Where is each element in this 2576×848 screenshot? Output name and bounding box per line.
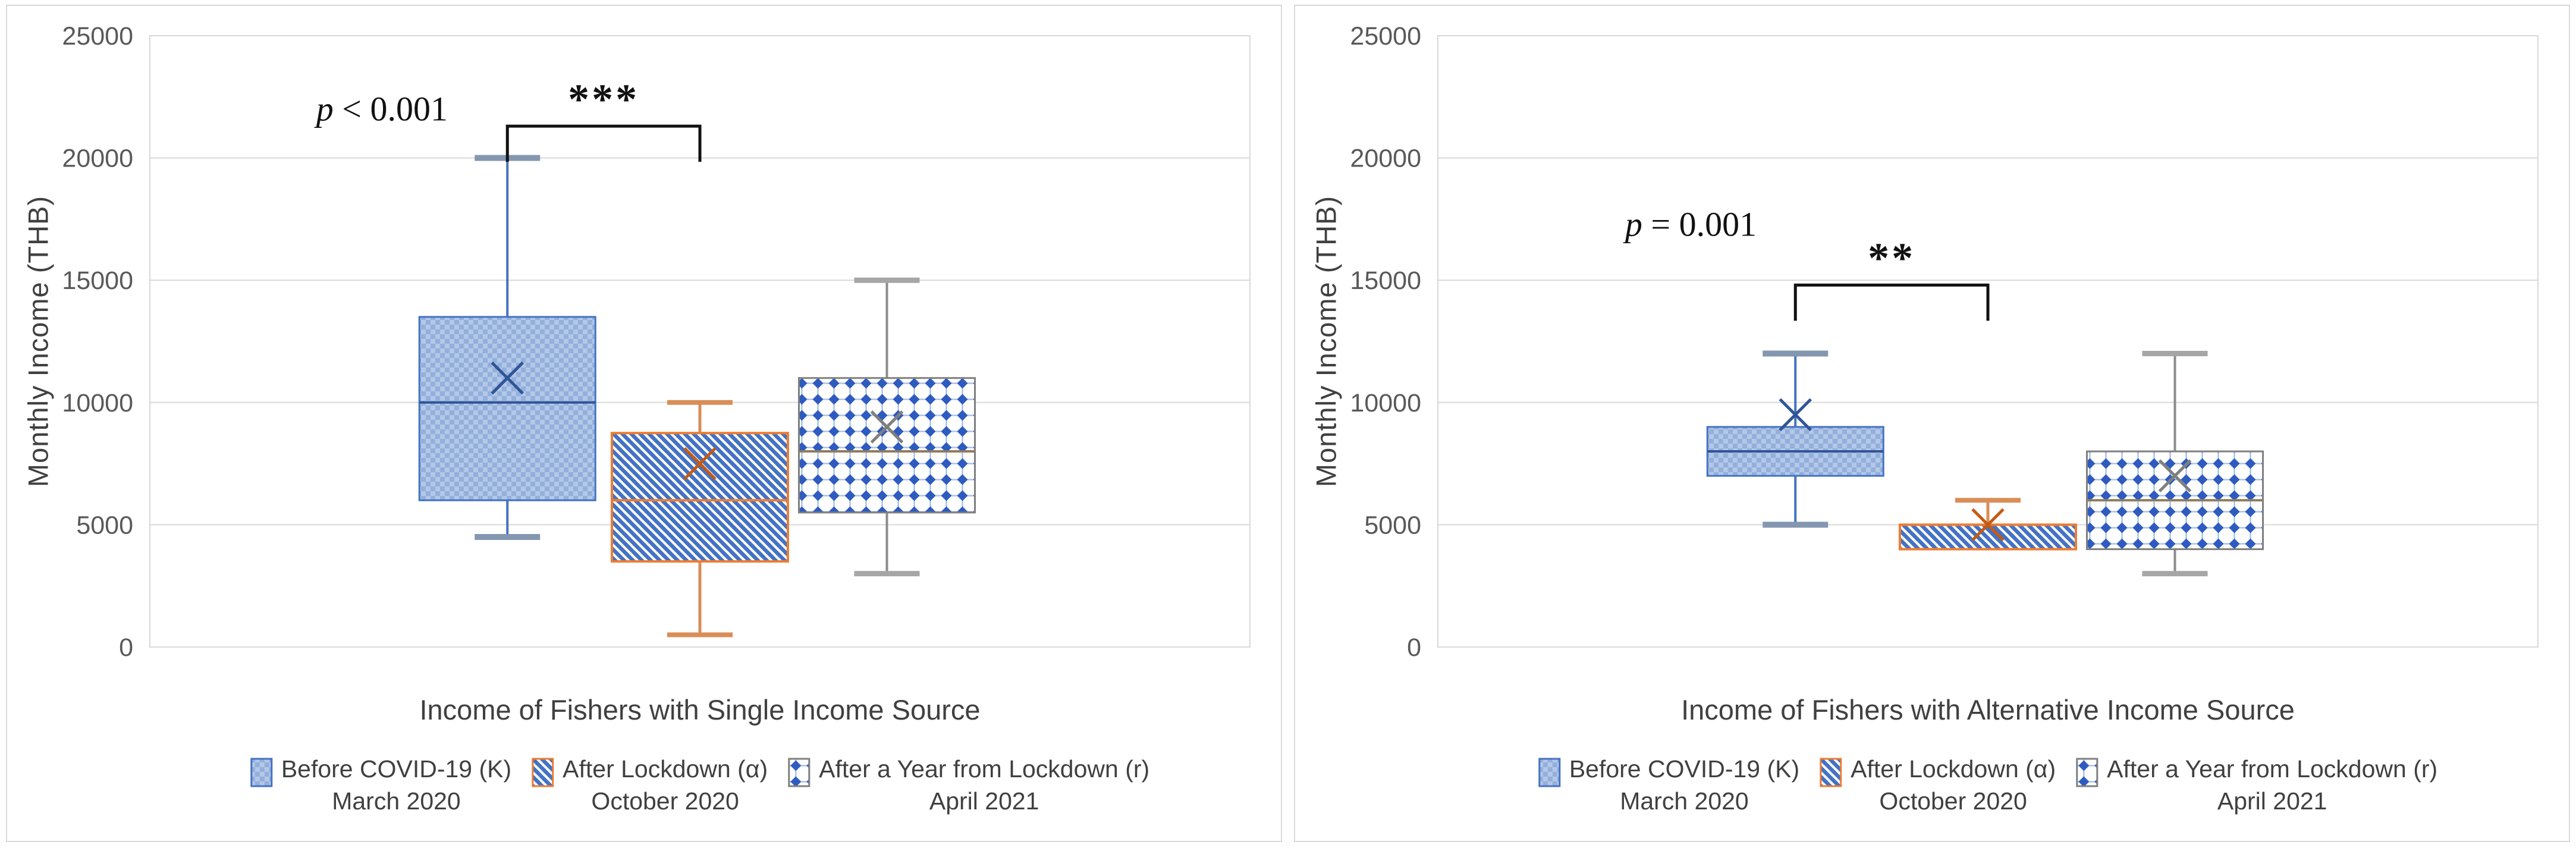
y-tick-label: 10000 (1350, 389, 1421, 417)
y-tick-label: 25000 (1350, 22, 1421, 51)
mean-marker (683, 447, 717, 480)
legend-item-1: Before COVID-19 (K) March 2020 (1538, 753, 1799, 817)
box (1899, 523, 2077, 551)
legend-label: After Lockdown (α) (1851, 755, 2056, 783)
legend-label: Before COVID-19 (K) (281, 755, 512, 783)
legend: Before COVID-19 (K) March 2020 After Lockd… (250, 753, 1149, 817)
y-tick-label: 15000 (62, 266, 133, 295)
p-value-text: < 0.001 (333, 89, 448, 128)
y-tick-label: 25000 (62, 22, 133, 51)
legend-label: Before COVID-19 (K) (1569, 755, 1800, 783)
legend-swatch-icon (250, 758, 273, 787)
x-axis-title: Income of Fishers with Alternative Incom… (1681, 694, 2295, 725)
legend-sublabel: March 2020 (332, 787, 461, 815)
legend-item-3: After a Year from Lockdown (r) April 2021 (788, 753, 1149, 817)
legend-item-2: After Lockdown (α) October 2020 (1820, 753, 2056, 817)
y-tick-label: 5000 (1364, 511, 1421, 539)
legend-swatch-icon (1538, 758, 1561, 787)
legend-swatch-icon (2076, 758, 2099, 787)
x-axis-title: Income of Fishers with Single Income Sou… (419, 694, 981, 725)
box-series-1 (1706, 350, 1884, 528)
plot-area-border (1437, 35, 2539, 648)
y-tick-label: 20000 (1350, 145, 1421, 173)
p-symbol: p (1625, 205, 1642, 244)
box (418, 316, 596, 501)
mean-marker (870, 410, 904, 444)
legend-sublabel: October 2020 (591, 787, 739, 815)
legend-label: After Lockdown (α) (563, 755, 768, 783)
y-tick-label: 10000 (62, 389, 133, 417)
boxplot-svg: 0 5000 10000 15000 20000 25000 (1350, 22, 2539, 662)
box-series-3 (2086, 351, 2264, 577)
legend-sublabel: April 2021 (929, 787, 1039, 815)
box-series-1 (418, 155, 596, 540)
chart-panel-alternative-income: Monthly Income (THB) 0 5000 10000 15000 2000… (1294, 5, 2570, 842)
chart-panel-single-income: Monthly Income (THB) 0 5000 10000 15000 2000… (6, 5, 1282, 842)
legend-swatch-icon (1820, 758, 1842, 787)
y-tick-label: 0 (119, 633, 133, 662)
mean-marker (2158, 459, 2192, 492)
significance-stars: ** (1868, 234, 1916, 282)
p-value-text: = 0.001 (1642, 205, 1757, 244)
mean-marker (1779, 398, 1812, 432)
box-series-2 (611, 400, 789, 637)
legend-sublabel: March 2020 (1620, 787, 1749, 815)
y-tick-label: 0 (1407, 633, 1421, 662)
legend-sublabel: April 2021 (2217, 787, 2327, 815)
legend-swatch-icon (788, 758, 811, 787)
significance-stars: *** (568, 76, 640, 124)
legend-item-3: After a Year from Lockdown (r) April 2021 (2076, 753, 2437, 817)
y-tick-label: 15000 (1350, 266, 1421, 295)
legend: Before COVID-19 (K) March 2020 After Lockd… (1538, 753, 2437, 817)
significance-bracket (505, 124, 702, 162)
legend-item-2: After Lockdown (α) October 2020 (532, 753, 768, 817)
box-series-3 (798, 277, 976, 577)
box (798, 377, 976, 514)
legend-item-1: Before COVID-19 (K) March 2020 (250, 753, 511, 817)
legend-label: After a Year from Lockdown (r) (2107, 755, 2438, 783)
mean-marker (1971, 508, 2005, 542)
legend-sublabel: October 2020 (1879, 787, 2027, 815)
y-tick-label: 5000 (76, 511, 133, 539)
p-value-label: p = 0.001 (1625, 204, 1757, 244)
box (611, 432, 789, 563)
mean-marker (491, 361, 524, 395)
significance-bracket (1793, 283, 1990, 321)
boxplot-svg: 0 5000 10000 15000 20000 25000 (62, 22, 1251, 662)
p-value-label: p < 0.001 (316, 89, 448, 129)
legend-label: After a Year from Lockdown (r) (819, 755, 1150, 783)
y-tick-label: 20000 (62, 145, 133, 173)
p-symbol: p (316, 89, 334, 128)
box-series-2 (1899, 498, 2077, 551)
legend-swatch-icon (532, 758, 554, 787)
